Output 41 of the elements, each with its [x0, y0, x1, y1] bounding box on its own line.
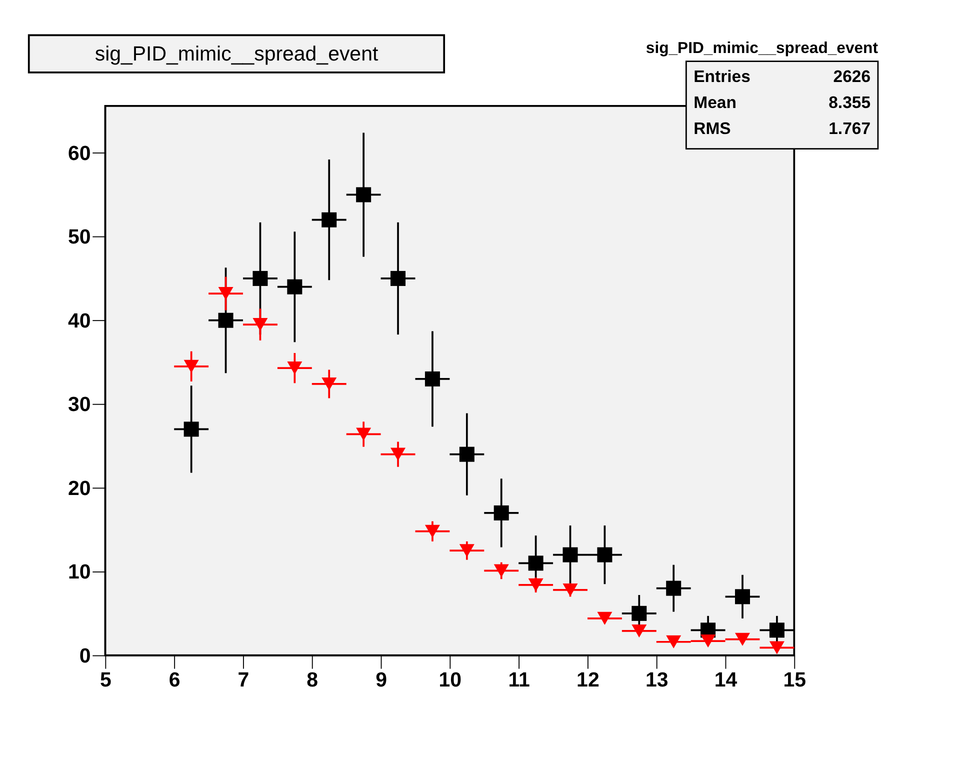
x-tick-label: 8 [306, 668, 318, 692]
y-tick-label: 0 [79, 644, 91, 668]
text: Entries 2626 [694, 66, 871, 86]
point [632, 624, 647, 638]
point [356, 428, 372, 441]
x-tick-label: 6 [168, 668, 180, 692]
x-tick-label: 15 [783, 668, 806, 692]
y-tick-label: 30 [68, 393, 91, 416]
x-tick-label: 5 [100, 668, 112, 692]
point [459, 544, 474, 558]
point [562, 583, 578, 596]
point [287, 362, 302, 375]
text: RMS 1.767 [694, 118, 871, 138]
point [769, 641, 784, 654]
point [494, 564, 509, 578]
point [390, 448, 406, 461]
point [666, 635, 682, 648]
y-tick-label: 40 [68, 309, 91, 332]
y-tick-label: 50 [68, 226, 91, 249]
x-tick-label: 7 [238, 668, 250, 692]
point [528, 578, 544, 592]
text: Mean 8.355 [694, 92, 871, 112]
point [700, 634, 716, 648]
point [322, 377, 337, 390]
x-tick-label: 9 [376, 668, 387, 692]
x-tick-label: 12 [576, 668, 600, 692]
point [424, 524, 440, 538]
chart-title: sig_PID_mimic__spread_event [94, 42, 378, 66]
text: sig_PID_mimic__spread_event [646, 40, 879, 57]
x-tick-label: 13 [645, 668, 668, 692]
point [597, 612, 612, 625]
point [252, 318, 268, 332]
point [734, 632, 750, 646]
y-tick-label: 10 [68, 560, 91, 584]
point [218, 287, 234, 300]
point [184, 360, 199, 373]
x-tick-label: 14 [714, 668, 738, 692]
x-tick-label: 10 [438, 668, 462, 692]
x-tick-label: 11 [508, 668, 530, 692]
y-tick-label: 60 [68, 142, 91, 165]
y-tick-label: 20 [68, 476, 91, 500]
